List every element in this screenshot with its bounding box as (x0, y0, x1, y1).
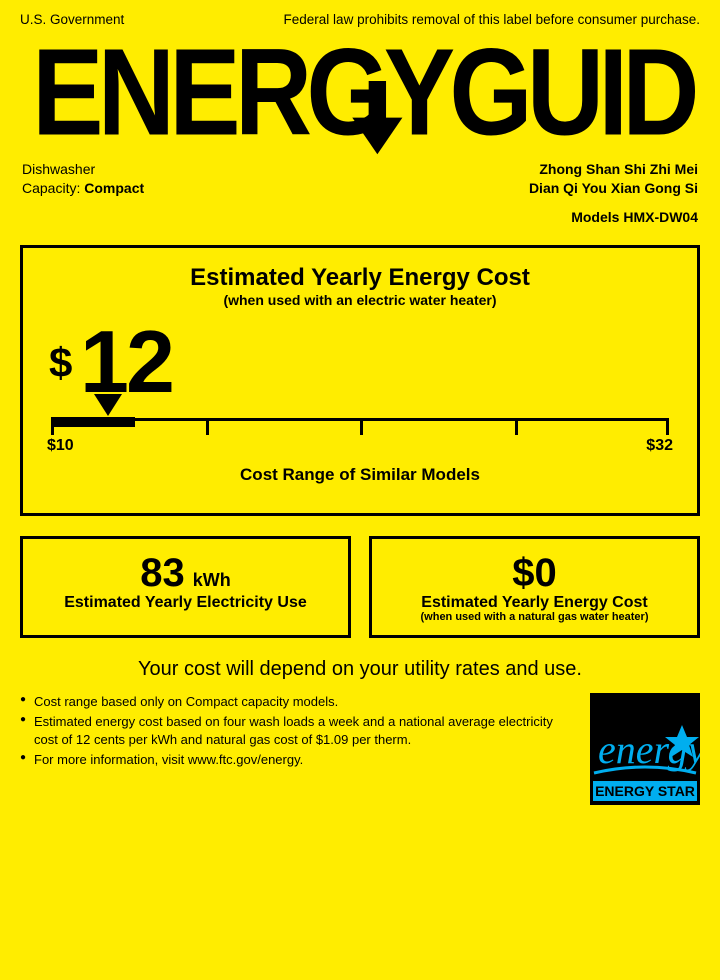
models-label: Models (571, 209, 619, 225)
scale-tick (51, 421, 54, 435)
cost-dollar: $ (49, 339, 72, 387)
gas-value: 0 (535, 551, 557, 595)
energy-star-badge: energy ENERGY STAR (590, 693, 700, 805)
footer-area: Cost range based only on Compact capacit… (20, 693, 700, 805)
gas-dollar: $ (512, 551, 534, 595)
svg-text:ENERGYGUIDE: ENERGYGUIDE (32, 27, 700, 161)
scale-marker-icon (94, 394, 122, 416)
scale-tick (666, 421, 669, 435)
cost-value-wrap: $12 (45, 334, 675, 410)
info-row: Dishwasher Capacity: Compact Zhong Shan … (20, 160, 700, 245)
scale-tick (206, 421, 209, 435)
footer-line: Your cost will depend on your utility ra… (20, 658, 700, 681)
appliance-info: Dishwasher Capacity: Compact (22, 160, 144, 227)
gas-cost-box: $0 Estimated Yearly Energy Cost (when us… (369, 536, 700, 638)
mfr-line2: Dian Qi You Xian Gong Si (529, 179, 698, 198)
manufacturer-info: Zhong Shan Shi Zhi Mei Dian Qi You Xian … (529, 160, 698, 227)
footer-bullet: Estimated energy cost based on four wash… (20, 713, 572, 751)
energyguide-logo-svg: ENERGYGUIDE (20, 27, 700, 162)
header-row: U.S. Government Federal law prohibits re… (20, 12, 700, 27)
footer-bullet: For more information, visit www.ftc.gov/… (20, 751, 572, 770)
scale-tick (360, 421, 363, 435)
cost-subtitle: (when used with an electric water heater… (45, 292, 675, 308)
scale-max: $32 (646, 437, 673, 455)
models-value: HMX-DW04 (623, 209, 698, 225)
capacity-value: Compact (84, 180, 144, 196)
kwh-box: 83 kWh Estimated Yearly Electricity Use (20, 536, 351, 638)
scale-min: $10 (47, 437, 74, 455)
cost-title: Estimated Yearly Energy Cost (45, 264, 675, 292)
scale-tick (515, 421, 518, 435)
law-text: Federal law prohibits removal of this la… (284, 12, 700, 27)
scale-line (51, 418, 669, 421)
energy-star-icon: energy ENERGY STAR (590, 693, 700, 805)
appliance-type: Dishwasher (22, 161, 95, 177)
kwh-label: Estimated Yearly Electricity Use (31, 594, 340, 612)
gas-label: Estimated Yearly Energy Cost (380, 594, 689, 612)
footer-bullet: Cost range based only on Compact capacit… (20, 693, 572, 712)
cost-scale: $10 $32 Cost Range of Similar Models (45, 418, 675, 485)
kwh-value: 83 (140, 551, 185, 596)
yearly-cost-box: Estimated Yearly Energy Cost (when used … (20, 245, 700, 516)
scale-caption: Cost Range of Similar Models (45, 465, 675, 485)
footer-bullets: Cost range based only on Compact capacit… (20, 693, 572, 771)
capacity-label: Capacity: (22, 180, 80, 196)
scale-thick-segment (51, 417, 135, 427)
kwh-unit: kWh (193, 570, 231, 590)
energyguide-logo: ENERGYGUIDE (20, 27, 700, 162)
energy-guide-label: U.S. Government Federal law prohibits re… (0, 0, 720, 980)
gov-text: U.S. Government (20, 12, 124, 27)
mfr-line1: Zhong Shan Shi Zhi Mei (529, 160, 698, 179)
gas-sub: (when used with a natural gas water heat… (380, 611, 689, 623)
energy-star-text: ENERGY STAR (595, 783, 695, 799)
two-box-row: 83 kWh Estimated Yearly Electricity Use $… (20, 536, 700, 638)
scale-labels: $10 $32 (47, 437, 673, 455)
